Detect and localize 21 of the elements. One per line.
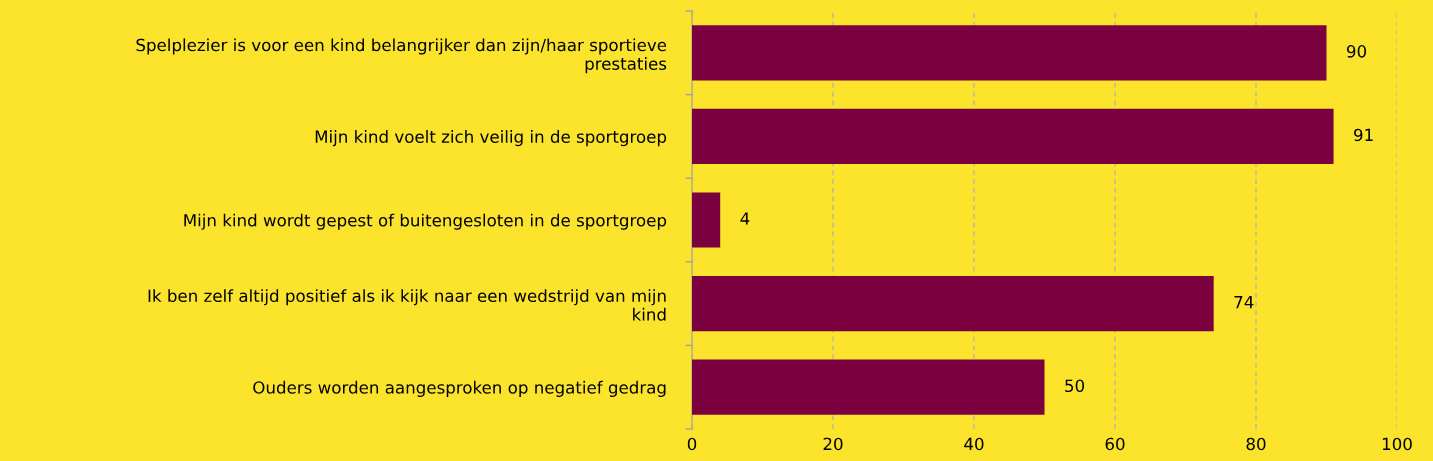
y-tick-label: Ouders worden aangesproken op negatief gedrag xyxy=(253,380,666,397)
y-tick-label: Mijn kind voelt zich veilig in de sportgroep xyxy=(315,130,667,147)
y-tick-label: Spelplezier is voor een kind belangrijker dan zijn/haar sportieve prestaties xyxy=(136,38,667,74)
bar xyxy=(692,276,1214,332)
bar xyxy=(692,108,1334,164)
x-tick-label: 100 xyxy=(1382,437,1412,451)
data-label: 90 xyxy=(1346,45,1367,58)
x-tick-label: 20 xyxy=(823,437,843,451)
bar xyxy=(692,359,1045,415)
bar xyxy=(692,25,1327,81)
data-label: 91 xyxy=(1354,128,1373,142)
x-tick-label: 0 xyxy=(687,437,697,451)
bar xyxy=(692,192,721,248)
data-label: 50 xyxy=(1065,379,1085,393)
y-tick-label: Ik ben zelf altijd positief als ik kijk naar een wedstrijd van mijn kind xyxy=(148,289,666,321)
y-tick-label: Mijn kind wordt gepest of buitengesloten in de sportgroep xyxy=(184,213,667,230)
data-label: 4 xyxy=(740,212,750,225)
x-tick-label: 40 xyxy=(964,437,984,451)
data-label: 74 xyxy=(1234,296,1254,309)
x-tick-label: 80 xyxy=(1246,437,1266,451)
x-tick-label: 60 xyxy=(1105,437,1125,451)
